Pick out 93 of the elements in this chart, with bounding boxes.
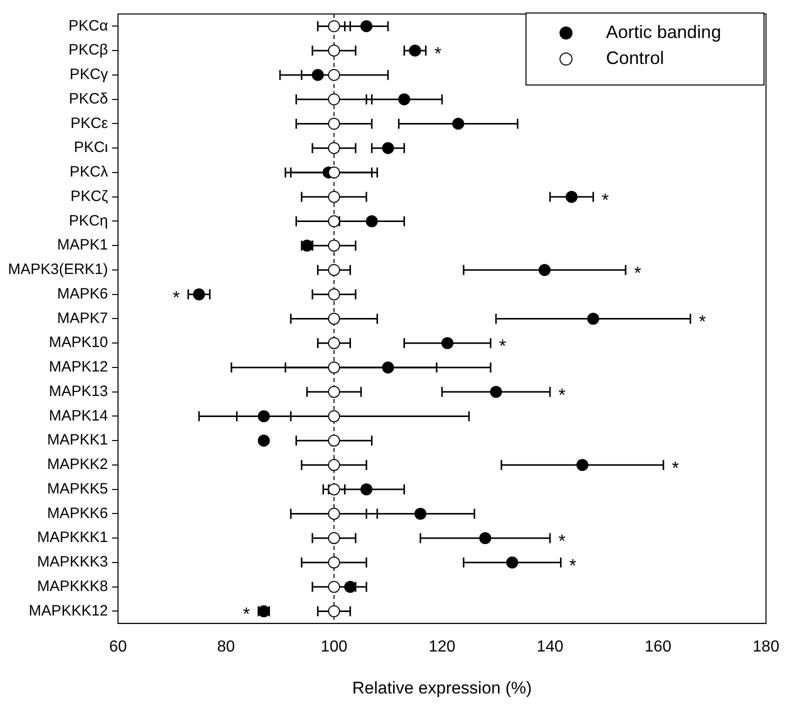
x-tick-label: 160: [644, 638, 672, 656]
x-tick-label: 80: [217, 638, 236, 656]
y-tick-label: MAPK14: [48, 407, 108, 424]
y-tick-label: MAPK3(ERK1): [8, 261, 108, 278]
x-tick-label: 120: [428, 638, 456, 656]
point: [366, 215, 378, 228]
x-tick-label: 100: [320, 638, 348, 656]
point: [566, 190, 578, 203]
annotation: *: [558, 531, 566, 552]
y-tick-label: PKCγ: [70, 66, 109, 84]
point: [328, 142, 340, 154]
point: [576, 458, 588, 471]
x-tick-label: 140: [536, 638, 564, 656]
y-tick-label: MAPK13: [48, 382, 108, 400]
point: [328, 190, 340, 203]
point: [328, 288, 340, 300]
annotation: *: [434, 44, 442, 64]
point: [506, 556, 518, 568]
point: [328, 386, 340, 398]
point: [328, 361, 340, 374]
x-tick-label: 60: [109, 638, 128, 656]
point: [382, 361, 394, 374]
annotation: *: [602, 190, 609, 210]
y-tick-label: MAPK7: [57, 310, 108, 327]
point: [328, 166, 340, 178]
y-tick-label: MAPK6: [57, 285, 108, 302]
point: [258, 434, 270, 447]
annotation: *: [672, 458, 679, 478]
y-tick-label: MAPK1: [57, 236, 108, 254]
y-tick-label: PKCι: [74, 139, 108, 156]
point: [328, 532, 340, 544]
y-tick-label: MAPKKK8: [37, 578, 108, 595]
y-tick-label: MAPKK6: [47, 504, 108, 522]
point: [328, 264, 340, 276]
legend-label: Aortic banding: [606, 22, 722, 42]
point: [441, 337, 454, 350]
point: [414, 508, 426, 520]
point: [328, 434, 340, 447]
point: [312, 68, 324, 81]
y-tick-label: MAPK12: [48, 358, 108, 376]
y-tick-label: MAPKKK1: [37, 529, 108, 546]
annotation: *: [499, 336, 506, 356]
y-tick-label: MAPKK1: [47, 432, 108, 449]
y-tick-label: PKCλ: [70, 164, 109, 181]
point: [328, 93, 340, 106]
y-tick-label: PKCβ: [68, 42, 108, 59]
point: [328, 337, 340, 350]
point: [193, 288, 206, 300]
point: [538, 264, 551, 276]
y-tick-label: MAPKKK12: [28, 602, 108, 620]
point: [360, 20, 372, 32]
point: [344, 580, 356, 593]
point: [258, 410, 270, 422]
point: [409, 44, 422, 57]
point: [452, 118, 464, 130]
point: [587, 312, 600, 325]
annotation: *: [698, 312, 706, 332]
point: [328, 410, 340, 422]
point: [328, 215, 340, 228]
y-tick-label: PKCδ: [68, 90, 108, 108]
y-tick-label: PKCε: [70, 114, 108, 132]
y-tick-label: MAPK10: [48, 334, 108, 352]
y-tick-label: PKCα: [68, 17, 108, 34]
point: [382, 142, 394, 154]
point: [479, 532, 492, 544]
y-tick-label: MAPKK2: [47, 456, 108, 474]
point: [328, 508, 340, 520]
point: [328, 458, 340, 471]
y-tick-label: MAPKKK3: [37, 554, 108, 571]
annotation: *: [242, 604, 250, 624]
point: [328, 44, 340, 57]
annotation: *: [634, 262, 642, 283]
point: [490, 386, 502, 398]
y-tick-label: MAPKK5: [47, 480, 108, 498]
annotation: *: [172, 287, 180, 308]
annotation: *: [558, 384, 566, 405]
point: [398, 93, 410, 106]
point: [328, 118, 340, 130]
x-axis-title: Relative expression (%): [352, 678, 532, 698]
point: [328, 605, 340, 618]
x-tick-label: 180: [752, 638, 780, 656]
point: [328, 556, 340, 568]
point: [328, 68, 340, 81]
point: [328, 20, 340, 32]
y-tick-label: PKCζ: [70, 188, 108, 205]
point: [328, 312, 340, 325]
point: [360, 483, 372, 496]
point: [328, 580, 340, 593]
point: [328, 483, 340, 496]
annotation: *: [569, 555, 576, 576]
y-tick-label: PKCη: [68, 212, 108, 230]
point: [328, 240, 340, 252]
legend-label: Control: [606, 48, 664, 68]
